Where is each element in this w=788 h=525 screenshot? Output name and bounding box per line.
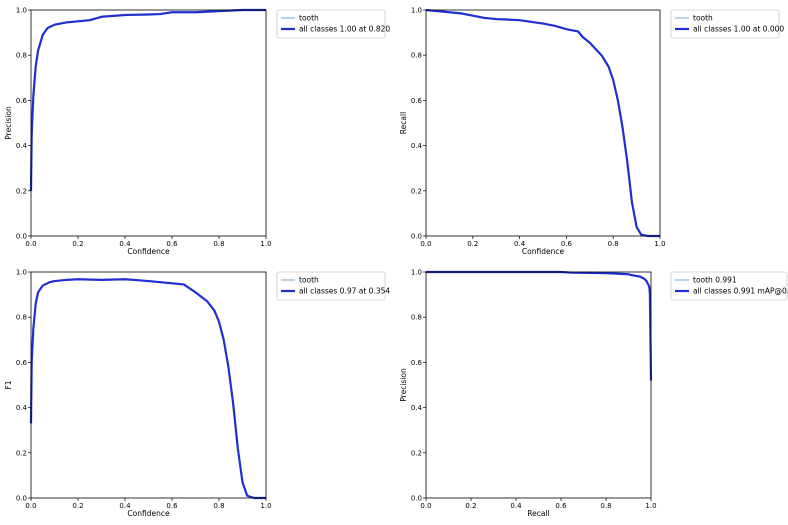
y-tick-label: 0.4	[411, 142, 423, 150]
series-line-class	[426, 271, 652, 381]
x-tick-label: 1.0	[260, 240, 271, 248]
legend: tooth all classes 0.97 at 0.354	[276, 271, 390, 301]
y-tick-label: 0.2	[16, 449, 27, 457]
x-tick-label: 0.6	[561, 240, 573, 248]
x-tick-label: 1.0	[260, 502, 271, 510]
x-axis-label: Recall	[527, 509, 549, 518]
chart-4: 0.0 0.2 0.4 0.6 0.8 1.0 0.0 0.2 0.4 0.6 0.8 1.0 Reca…	[399, 269, 788, 519]
legend: tooth all classes 1.00 at 0.820	[276, 9, 390, 39]
legend-label: all classes 1.00 at 0.000	[693, 25, 784, 34]
series-line-all-classes	[29, 278, 266, 500]
x-tick-label: 0.2	[72, 502, 83, 510]
y-tick-label: 0.0	[411, 495, 422, 503]
y-tick-label: 0.8	[411, 314, 422, 322]
y-axis-label: Precision	[4, 106, 13, 140]
y-tick-label: 0.2	[411, 449, 422, 457]
x-tick-label: 0.0	[420, 240, 431, 248]
legend-label: all classes 1.00 at 0.820	[299, 25, 390, 34]
y-axis-label: F1	[4, 380, 13, 389]
chart-3: 0.0 0.2 0.4 0.6 0.8 1.0 0.0 0.2 0.4 0.6 0.8 1.0 Conf…	[4, 269, 390, 519]
legend-label: tooth	[693, 14, 713, 23]
y-tick-label: 1.0	[411, 7, 422, 15]
x-tick-label: 0.0	[25, 240, 36, 248]
x-tick-label: 0.6	[166, 240, 178, 248]
y-tick-label: 0.6	[411, 97, 423, 105]
legend: tooth all classes 1.00 at 0.000	[670, 9, 784, 39]
y-axis-label: Recall	[399, 112, 408, 134]
y-tick-label: 0.2	[16, 187, 27, 195]
x-axis-label: Confidence	[127, 509, 170, 518]
legend-box	[276, 9, 386, 39]
x-tick-label: 0.0	[25, 502, 36, 510]
legend-label: tooth	[299, 14, 319, 23]
chart-1: 0.0 0.2 0.4 0.6 0.8 1.0 0.0 0.2 0.4 0.6 0.8 1.0 Conf…	[4, 7, 390, 257]
x-axis-label: Confidence	[522, 247, 565, 256]
y-tick-label: 1.0	[16, 7, 27, 15]
y-tick-label: 0.4	[16, 404, 28, 412]
x-tick-label: 1.0	[654, 240, 665, 248]
x-tick-label: 0.0	[420, 502, 431, 510]
y-tick-label: 0.6	[16, 359, 28, 367]
plot-frame	[30, 271, 267, 499]
x-tick-label: 0.4	[510, 502, 522, 510]
y-axis-label: Precision	[399, 368, 408, 402]
y-tick-label: 0.6	[411, 359, 423, 367]
legend-label: tooth 0.991	[693, 276, 737, 285]
series-line-all-classes	[426, 270, 653, 381]
plot-frame	[425, 271, 652, 499]
legend-box	[670, 9, 780, 39]
legend-label: tooth	[299, 276, 319, 285]
plot-frame	[425, 9, 661, 237]
series-line-class	[425, 9, 660, 237]
y-tick-label: 0.8	[16, 52, 27, 60]
chart-2: 0.0 0.2 0.4 0.6 0.8 1.0 0.0 0.2 0.4 0.6 0.8 1.0 Conf…	[399, 7, 784, 257]
x-tick-label: 0.6	[555, 502, 567, 510]
legend: tooth 0.991 all classes 0.991 mAP@0.5	[670, 271, 788, 301]
x-tick-label: 0.8	[213, 502, 224, 510]
x-tick-label: 0.2	[465, 502, 476, 510]
y-tick-label: 0.8	[16, 314, 27, 322]
y-tick-label: 0.8	[411, 52, 422, 60]
series-line-all-classes	[425, 8, 660, 238]
x-tick-label: 0.8	[608, 240, 619, 248]
series-line-class	[30, 9, 266, 191]
y-tick-label: 1.0	[16, 269, 27, 277]
x-tick-label: 0.8	[213, 240, 224, 248]
legend-box	[276, 271, 386, 301]
legend-box	[670, 271, 788, 301]
x-tick-label: 0.4	[119, 502, 131, 510]
y-tick-label: 0.6	[16, 97, 28, 105]
legend-label: all classes 0.991 mAP@0.5	[693, 287, 788, 296]
x-tick-label: 0.2	[467, 240, 478, 248]
plot-frame	[30, 9, 267, 237]
x-axis-label: Confidence	[127, 247, 170, 256]
y-tick-label: 0.4	[411, 404, 423, 412]
legend-label: all classes 0.97 at 0.354	[299, 287, 390, 296]
y-tick-label: 1.0	[411, 269, 422, 277]
x-tick-label: 0.4	[514, 240, 526, 248]
x-tick-label: 1.0	[645, 502, 656, 510]
x-tick-label: 0.8	[600, 502, 611, 510]
y-tick-label: 0.4	[16, 142, 28, 150]
x-tick-label: 0.4	[119, 240, 131, 248]
y-tick-label: 0.2	[411, 187, 422, 195]
y-tick-label: 0.0	[16, 233, 27, 241]
y-tick-label: 0.0	[411, 233, 422, 241]
y-tick-label: 0.0	[16, 495, 27, 503]
x-tick-label: 0.6	[166, 502, 178, 510]
x-tick-label: 0.2	[72, 240, 83, 248]
series-line-all-classes	[29, 8, 266, 191]
